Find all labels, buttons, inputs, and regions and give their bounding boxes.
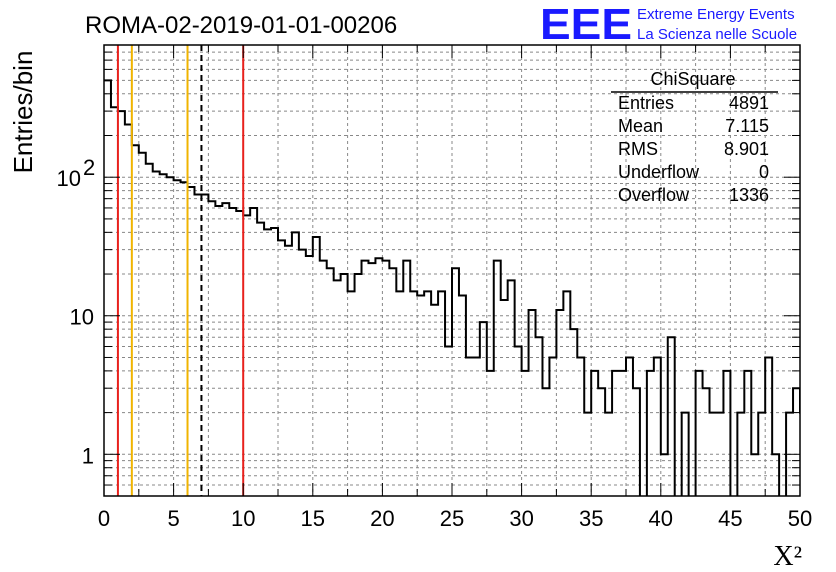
x-tick-label: 35 bbox=[579, 506, 603, 531]
eee-logo-mark: EEE bbox=[540, 0, 632, 49]
stats-rows: Entries 4891 Mean 7.115 RMS 8.901 Underflow 0 Ov… bbox=[618, 93, 769, 205]
stats-row-value: 8.901 bbox=[724, 139, 769, 159]
y-tick-label: 10 bbox=[70, 305, 94, 330]
stats-row-value: 1336 bbox=[729, 185, 769, 205]
x-tick-label: 15 bbox=[301, 506, 325, 531]
grid-lines bbox=[104, 44, 800, 497]
x-tick-label: 25 bbox=[440, 506, 464, 531]
x-tick-label: 10 bbox=[231, 506, 255, 531]
stats-row-value: 4891 bbox=[729, 93, 769, 113]
stats-row-label: Overflow bbox=[618, 185, 690, 205]
x-tick-label: 0 bbox=[98, 506, 110, 531]
x-tick-label: 50 bbox=[788, 506, 812, 531]
y-axis-label: Entries/bin bbox=[8, 51, 38, 174]
logo-line-2: La Scienza nelle Scuole bbox=[637, 26, 797, 43]
x-tick-label: 40 bbox=[649, 506, 673, 531]
chart-title: ROMA-02-2019-01-01-00206 bbox=[85, 12, 397, 39]
reference-lines bbox=[116, 45, 245, 496]
stats-row-value: 0 bbox=[759, 162, 769, 182]
x-tick-label: 45 bbox=[718, 506, 742, 531]
y-tick-label: 10 bbox=[57, 166, 81, 191]
stats-title: ChiSquare bbox=[650, 69, 735, 89]
eee-logo: EEE Extreme Energy Events La Scienza nel… bbox=[540, 0, 797, 49]
x-tick-label: 20 bbox=[370, 506, 394, 531]
x-axis-label: X² bbox=[773, 541, 802, 572]
histogram bbox=[104, 79, 800, 496]
x-tick-label: 5 bbox=[167, 506, 179, 531]
x-tick-label: 30 bbox=[509, 506, 533, 531]
stats-row-label: Entries bbox=[618, 93, 674, 113]
logo-line-1: Extreme Energy Events bbox=[637, 6, 795, 23]
stats-box: ChiSquare Entries 4891 Mean 7.115 RMS 8.901 Un… bbox=[611, 69, 778, 205]
stats-row-value: 7.115 bbox=[725, 116, 769, 136]
histogram-outline bbox=[104, 79, 800, 496]
stats-row-label: Underflow bbox=[618, 162, 700, 182]
stats-row-label: RMS bbox=[618, 139, 658, 159]
y-tick-exponent: 2 bbox=[83, 155, 95, 180]
stats-row-label: Mean bbox=[618, 116, 663, 136]
y-tick-label: 1 bbox=[82, 443, 94, 468]
